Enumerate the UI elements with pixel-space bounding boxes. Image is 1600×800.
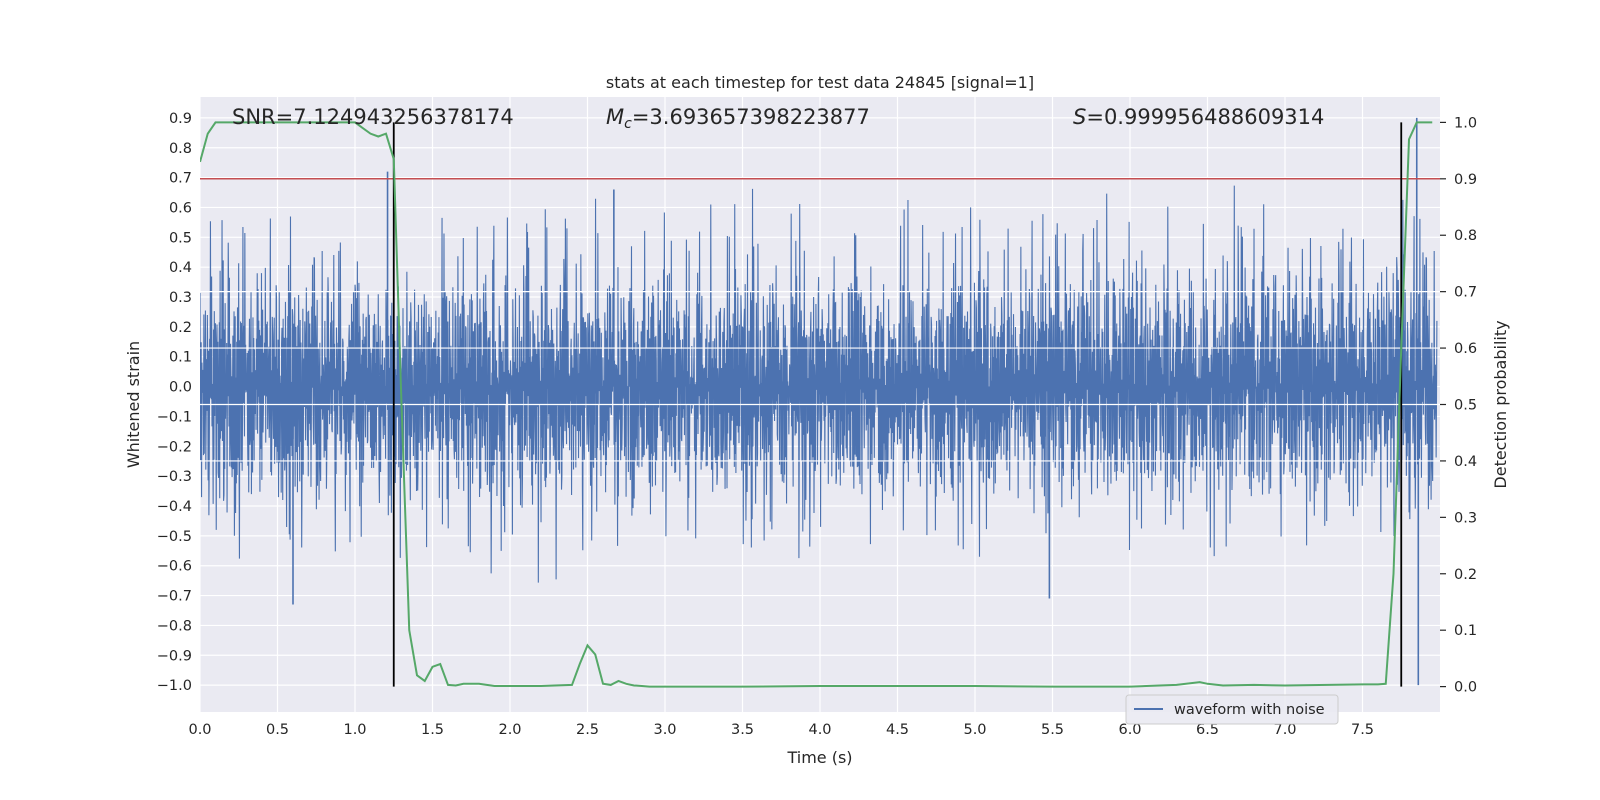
y-tick-label: 0.6 [169, 200, 192, 216]
snr-annotation: SNR=7.124943256378174 [232, 105, 514, 129]
y-axis-label: Whitened strain [124, 341, 143, 468]
chirp-mass-symbol: M [606, 105, 624, 129]
x-tick-label: 0.5 [266, 722, 289, 738]
y-tick-label: 0.2 [169, 320, 192, 336]
y-tick-label: 0.3 [169, 290, 192, 306]
y-tick-label: −0.6 [157, 559, 192, 575]
y2-tick-label: 0.7 [1454, 285, 1477, 301]
y-tick-label: 0.7 [169, 171, 192, 187]
probability-line [200, 121, 1433, 688]
x-tick-label: 0.0 [188, 722, 211, 738]
y2-tick-label: 0.2 [1454, 567, 1477, 583]
y2-tick-label: 0.5 [1454, 398, 1477, 414]
legend: waveform with noise [1125, 694, 1339, 725]
x-tick-label: 2.5 [576, 722, 599, 738]
y2-tick-label: 0.8 [1454, 228, 1477, 244]
overlays [200, 122, 1440, 687]
chirp-mass-annotation: Mc=3.693657398223877 [606, 105, 870, 132]
x-tick-label: 6.5 [1196, 722, 1219, 738]
y2-tick-label: 0.1 [1454, 623, 1477, 639]
y-tick-label: 0.8 [169, 141, 192, 157]
y-tick-label: −0.3 [157, 469, 192, 485]
y-tick-label: 0.5 [169, 230, 192, 246]
chart-title: stats at each timestep for test data 248… [606, 73, 1034, 92]
y-tick-label: −0.9 [157, 648, 192, 664]
x-tick-label: 6.0 [1118, 722, 1141, 738]
y2-tick-label: 0.6 [1454, 341, 1477, 357]
y2-tick-label: 1.0 [1454, 115, 1477, 131]
score-value: =0.999956488609314 [1086, 105, 1324, 129]
y-tick-label: −0.1 [157, 409, 192, 425]
chirp-mass-value: =3.693657398223877 [632, 105, 870, 129]
y-tick-label: −1.0 [157, 678, 192, 694]
x-tick-label: 3.0 [653, 722, 676, 738]
y-tick-label: 0.1 [169, 350, 192, 366]
probability-series [200, 121, 1433, 688]
x-tick-label: 1.0 [343, 722, 366, 738]
legend-box [1125, 694, 1339, 725]
x-tick-label: 1.5 [421, 722, 444, 738]
x-tick-label: 7.5 [1351, 722, 1374, 738]
x-tick-label: 4.5 [886, 722, 909, 738]
y-tick-label: −0.8 [157, 618, 192, 634]
x-axis-label: Time (s) [786, 748, 852, 767]
x-tick-label: 5.0 [963, 722, 986, 738]
x-tick-label: 5.5 [1041, 722, 1064, 738]
y-tick-label: −0.2 [157, 439, 192, 455]
y2-tick-label: 0.3 [1454, 510, 1477, 526]
legend-label: waveform with noise [1174, 702, 1325, 718]
y-tick-label: 0.0 [169, 380, 192, 396]
y-tick-label: 0.9 [169, 111, 192, 127]
strain-trace [200, 185, 1438, 583]
y-tick-label: −0.5 [157, 529, 192, 545]
x-tick-label: 4.0 [808, 722, 831, 738]
y2-tick-label: 0.9 [1454, 172, 1477, 188]
x-tick-label: 7.0 [1273, 722, 1296, 738]
y2-tick-label: 0.0 [1454, 680, 1477, 696]
axes: 0.0 0.5 1.0 1.5 2.0 2.5 3.0 3.5 4.0 4.5 5.0 5.5 6.0 6… [157, 111, 1477, 738]
y-tick-label: −0.7 [157, 589, 192, 605]
y-tick-label: −0.4 [157, 499, 192, 515]
strain-series [200, 117, 1438, 686]
y2-axis-label: Detection probability [1491, 320, 1510, 488]
chirp-mass-subscript: c [624, 116, 632, 132]
y2-tick-label: 0.4 [1454, 454, 1477, 470]
x-tick-label: 3.5 [731, 722, 754, 738]
score-symbol: S [1073, 105, 1086, 129]
y-tick-label: 0.4 [169, 260, 192, 276]
score-annotation: S=0.999956488609314 [1073, 105, 1324, 129]
x-tick-label: 2.0 [498, 722, 521, 738]
